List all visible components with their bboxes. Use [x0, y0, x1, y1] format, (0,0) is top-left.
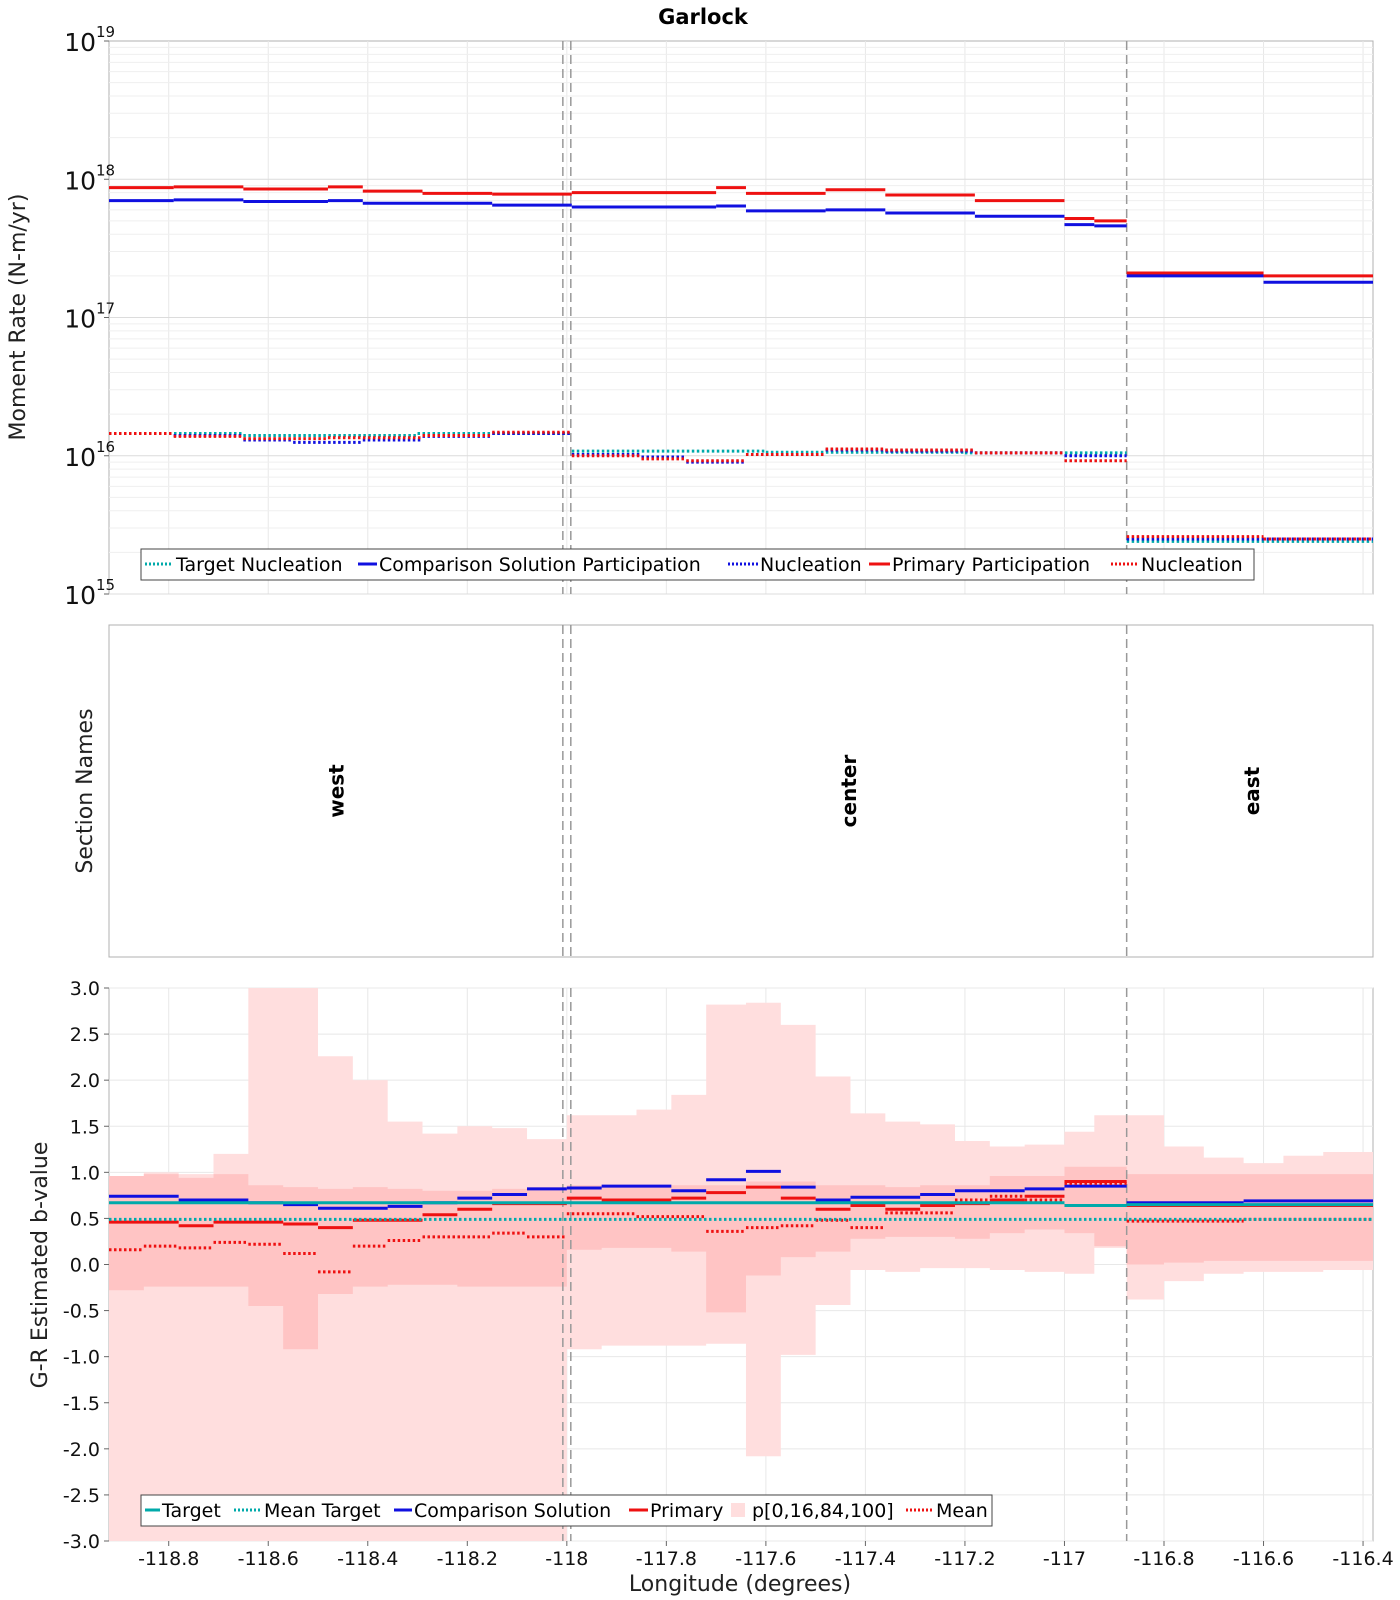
b-value-ytick-label-5: 0.5	[70, 1208, 100, 1230]
b-value-ytick-label-6: 0.0	[70, 1255, 100, 1277]
legend-label-primary: Primary	[650, 1500, 723, 1522]
b-value-legend-box	[140, 1494, 993, 1527]
b-value-ytick-label-8: -1.0	[63, 1347, 100, 1369]
x-tick-label-12: -116.4	[1332, 1548, 1393, 1570]
section-names-plot-area	[108, 624, 1374, 958]
b-value-band-inner	[109, 1166, 1373, 1350]
section-names-panel: west center east Section Names	[73, 624, 1374, 958]
x-tick-label-9: -117	[1043, 1548, 1086, 1570]
section-names-labels: west center east	[324, 755, 1264, 828]
b-value-ytick-label-4: 1.0	[70, 1162, 100, 1184]
b-value-ytick-label-2: 2.0	[70, 1070, 100, 1092]
x-tick-label-6: -117.6	[735, 1548, 796, 1570]
legend-label-primary-participation: Primary Participation	[892, 554, 1090, 576]
b-value-panel: 3.0 2.5 2.0 1.5 1.0 0.5 0.0 -0.5 -1.0 -1.5 -2.0 -2.…	[28, 978, 1394, 1597]
b-value-section-boundaries	[562, 988, 1128, 1541]
moment-rate-ytick-exponent-3: 18	[96, 161, 115, 179]
b-value-ytick-label-1: 2.5	[70, 1024, 100, 1046]
x-tick-label-5: -117.8	[636, 1548, 697, 1570]
section-label-1: center	[837, 755, 861, 828]
x-tick-label-11: -116.6	[1233, 1548, 1294, 1570]
section-label-2: east	[1240, 766, 1264, 815]
moment-rate-legend: Target Nucleation Comparison Solution Pa…	[140, 548, 1255, 581]
x-tick-label-1: -118.6	[238, 1548, 299, 1570]
moment-rate-section-boundaries	[562, 41, 1128, 594]
x-tick-label-4: -118	[545, 1548, 588, 1570]
legend-label-percentile-band: p[0,16,84,100]	[752, 1500, 894, 1522]
legend-label-target-nucleation: Target Nucleation	[175, 554, 343, 576]
moment-rate-legend-box	[140, 548, 1255, 581]
legend-label-target: Target	[161, 1500, 221, 1522]
b-value-ytick-label-0: 3.0	[70, 978, 100, 1000]
b-value-percentile-band	[109, 988, 1373, 1541]
x-tick-label-10: -116.8	[1133, 1548, 1194, 1570]
x-tick-label-7: -117.4	[835, 1548, 896, 1570]
b-value-ytick-label-9: -1.5	[63, 1393, 100, 1415]
figure-title: Garlock	[658, 5, 749, 29]
moment-rate-ytick-exponent-4: 19	[96, 23, 115, 41]
b-value-y-label: G-R Estimated b-value	[28, 1142, 53, 1389]
legend-label-mean-target: Mean Target	[264, 1500, 381, 1522]
legend-label-comparison-nucleation: Nucleation	[760, 554, 862, 576]
moment-rate-ytick-base-1: 10	[64, 443, 96, 472]
moment-rate-ytick-exponent-2: 17	[96, 300, 115, 318]
b-value-ytick-label-7: -0.5	[63, 1301, 100, 1323]
b-value-y-ticks: 3.0 2.5 2.0 1.5 1.0 0.5 0.0 -0.5 -1.0 -1.5 -2.0 -2.…	[63, 978, 109, 1553]
moment-rate-grid	[109, 41, 1373, 595]
section-label-0: west	[324, 764, 348, 818]
moment-rate-series	[109, 185, 1373, 543]
legend-label-comparison-solution: Comparison Solution	[414, 1500, 611, 1522]
moment-rate-ytick-base-2: 10	[64, 305, 96, 334]
legend-swatch-percentile-band	[731, 1503, 745, 1517]
moment-rate-ytick-exponent-0: 15	[96, 576, 115, 594]
x-tick-label-8: -117.2	[934, 1548, 995, 1570]
x-axis-label: Longitude (degrees)	[629, 1572, 851, 1597]
b-value-legend: Target Mean Target Comparison Solution P…	[140, 1494, 993, 1527]
moment-rate-ytick-exponent-1: 16	[96, 438, 115, 456]
b-value-ytick-label-12: -3.0	[63, 1531, 100, 1553]
b-value-ytick-label-10: -2.0	[63, 1439, 100, 1461]
b-value-x-ticks: -118.8 -118.6 -118.4 -118.2 -118 -117.8 -117.6…	[138, 1541, 1394, 1570]
moment-rate-ytick-base-3: 10	[64, 166, 96, 195]
moment-rate-ytick-base-0: 10	[64, 581, 96, 610]
legend-label-mean: Mean	[936, 1500, 988, 1522]
section-names-y-label: Section Names	[73, 708, 98, 873]
b-value-series	[109, 1169, 1373, 1274]
b-value-ytick-label-11: -2.5	[63, 1485, 100, 1507]
x-tick-label-2: -118.4	[337, 1548, 398, 1570]
x-tick-label-3: -118.2	[437, 1548, 498, 1570]
legend-label-primary-nucleation: Nucleation	[1141, 554, 1243, 576]
x-tick-label-0: -118.8	[138, 1548, 199, 1570]
moment-rate-y-label: Moment Rate (N-m/yr)	[6, 194, 31, 441]
moment-rate-ytick-base-4: 10	[64, 28, 96, 57]
b-value-ytick-label-3: 1.5	[70, 1116, 100, 1138]
legend-label-comparison-participation: Comparison Solution Participation	[379, 554, 701, 576]
